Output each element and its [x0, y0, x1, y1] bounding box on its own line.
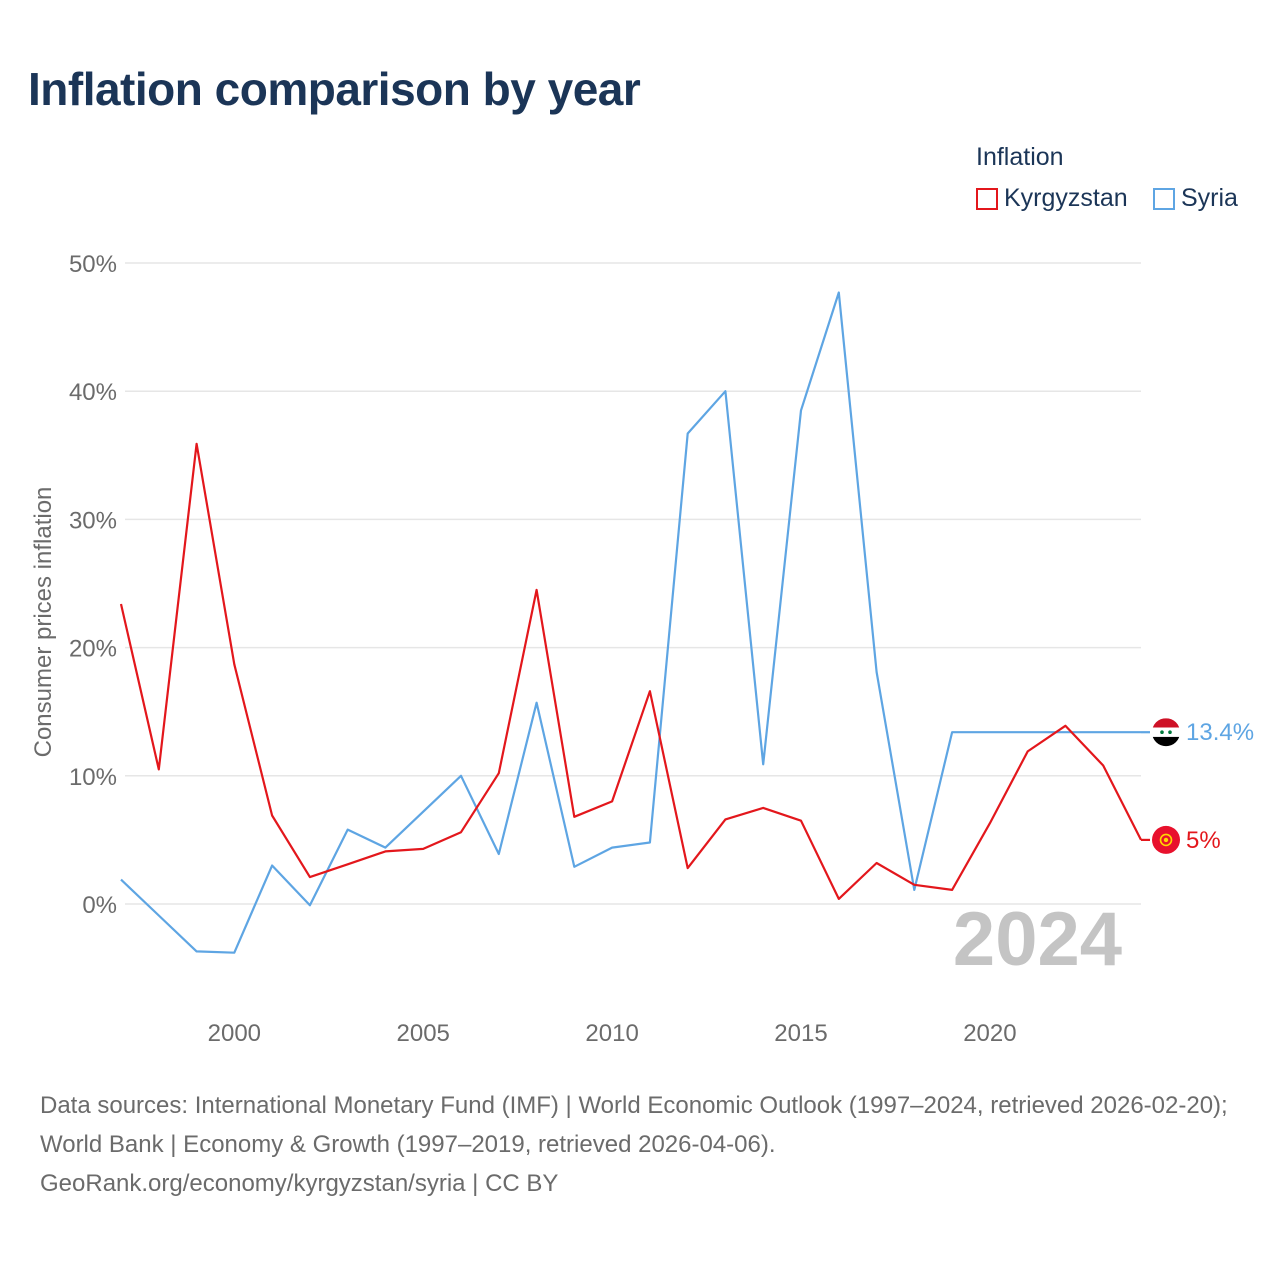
grid-lines [125, 263, 1141, 904]
y-tick-label: 40% [69, 379, 117, 406]
x-tick-label: 2020 [963, 1020, 1016, 1047]
y-tick-label: 10% [69, 764, 117, 791]
year-watermark: 2024 [953, 897, 1122, 982]
x-tick-label: 2000 [208, 1020, 261, 1047]
y-tick-label: 50% [69, 251, 117, 278]
syria-flag-icon [1152, 718, 1180, 746]
y-axis-label: Consumer prices inflation [30, 487, 57, 758]
y-axis-ticks: 0% 10% 20% 30% 40% 50% [69, 251, 117, 919]
y-tick-label: 30% [69, 507, 117, 534]
series-line-kyrgyzstan[interactable] [121, 444, 1141, 899]
data-sources: Data sources: International Monetary Fun… [40, 1086, 1250, 1203]
x-tick-label: 2005 [397, 1020, 450, 1047]
end-markers: 5% 13.4% [1152, 718, 1254, 854]
x-tick-label: 2015 [774, 1020, 827, 1047]
y-tick-label: 20% [69, 636, 117, 663]
kyrgyzstan-flag-icon [1152, 826, 1180, 854]
sources-link[interactable]: GeoRank.org/economy/kyrgyzstan/syria | C… [40, 1164, 1250, 1203]
end-label-kyrgyzstan: 5% [1186, 827, 1221, 854]
end-label-syria: 13.4% [1186, 719, 1254, 746]
x-axis-ticks: 2000 2005 2010 2015 2020 [208, 1020, 1017, 1047]
line-chart: 0% 10% 20% 30% 40% 50% 2000 2005 2010 2015 2020 C… [0, 0, 1280, 1080]
y-tick-label: 0% [82, 892, 117, 919]
sources-text: Data sources: International Monetary Fun… [40, 1086, 1250, 1164]
x-tick-label: 2010 [585, 1020, 638, 1047]
